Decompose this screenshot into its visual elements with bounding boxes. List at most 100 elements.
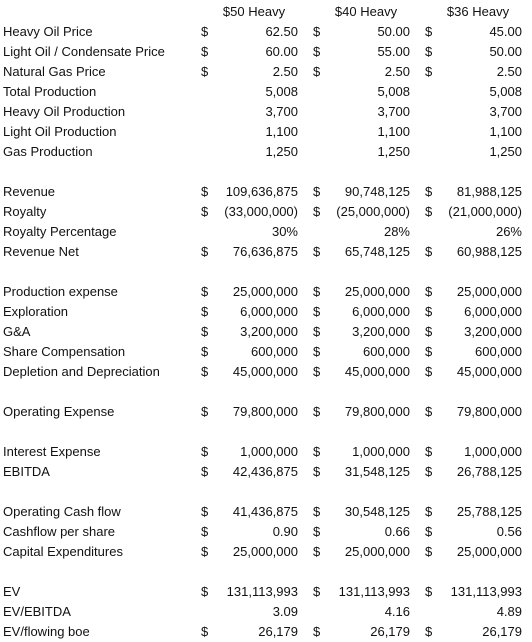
row-label[interactable]: Gas Production [3,144,93,159]
cell-value[interactable]: 90,748,125 [344,184,410,199]
row-label[interactable]: Share Compensation [3,344,126,359]
cell-value[interactable]: 6,000,000 [464,304,522,319]
cell-value[interactable]: 1,000,000 [464,444,522,459]
cell-value[interactable]: 2.50 [496,64,522,79]
cell-value[interactable]: 3,200,000 [464,324,522,339]
cell-value[interactable]: (33,000,000) [224,204,298,219]
cell-value[interactable]: 30,548,125 [344,504,410,519]
row-label[interactable]: Exploration [3,304,69,319]
row-label[interactable]: Production expense [3,284,118,299]
row-label[interactable]: Total Production [3,84,97,99]
cell-value[interactable]: 25,000,000 [456,284,522,299]
cell-value[interactable]: 0.90 [272,524,298,539]
cell-value[interactable]: 26% [495,224,522,239]
row-label[interactable]: Light Oil / Condensate Price [3,44,165,59]
cell-value[interactable]: 45,000,000 [344,364,410,379]
row-label[interactable]: Operating Cash flow [3,504,121,519]
cell-value[interactable]: 1,100 [489,124,522,139]
row-label[interactable]: EV/flowing boe [3,624,90,639]
row-label[interactable]: Revenue Net [3,244,79,259]
row-label[interactable]: Capital Expenditures [3,544,123,559]
row-label[interactable]: EV [3,584,21,599]
cell-value[interactable]: 26,179 [258,624,298,639]
cell-value[interactable]: 600,000 [363,344,410,359]
cell-value[interactable]: 25,000,000 [232,544,298,559]
cell-value[interactable]: 4.89 [496,604,522,619]
cell-value[interactable]: 30% [271,224,298,239]
cell-value[interactable]: 25,000,000 [456,544,522,559]
cell-value[interactable]: 1,250 [489,144,522,159]
cell-value[interactable]: 600,000 [251,344,298,359]
cell-value[interactable]: 25,000,000 [344,284,410,299]
cell-value[interactable]: 5,008 [377,84,410,99]
column-header-50-heavy[interactable]: $50 Heavy [222,4,286,19]
cell-value[interactable]: 45,000,000 [232,364,298,379]
row-label[interactable]: Royalty Percentage [3,224,117,239]
cell-value[interactable]: 3,700 [265,104,298,119]
row-label[interactable]: Depletion and Depreciation [3,364,160,379]
cell-value[interactable]: 60.00 [265,44,298,59]
row-label[interactable]: EV/EBITDA [3,604,71,619]
cell-value[interactable]: 41,436,875 [232,504,298,519]
cell-value[interactable]: 28% [383,224,410,239]
cell-value[interactable]: 3,700 [377,104,410,119]
row-label[interactable]: Heavy Oil Production [3,104,126,119]
row-label[interactable]: Revenue [3,184,56,199]
cell-value[interactable]: 76,636,875 [232,244,298,259]
cell-value[interactable]: 1,100 [265,124,298,139]
cell-value[interactable]: 131,113,993 [450,584,522,599]
cell-value[interactable]: 131,113,993 [338,584,410,599]
cell-value[interactable]: 600,000 [475,344,522,359]
cell-value[interactable]: 79,800,000 [232,404,298,419]
cell-value[interactable]: 42,436,875 [232,464,298,479]
cell-value[interactable]: 55.00 [377,44,410,59]
cell-value[interactable]: 79,800,000 [456,404,522,419]
cell-value[interactable]: 5,008 [489,84,522,99]
cell-value[interactable]: 79,800,000 [344,404,410,419]
cell-value[interactable]: 131,113,993 [226,584,298,599]
cell-value[interactable]: 3,200,000 [352,324,410,339]
cell-value[interactable]: 3,200,000 [240,324,298,339]
cell-value[interactable]: 25,788,125 [456,504,522,519]
cell-value[interactable]: 3.09 [272,604,298,619]
cell-value[interactable]: 0.66 [384,524,410,539]
cell-value[interactable]: 26,788,125 [456,464,522,479]
cell-value[interactable]: 6,000,000 [240,304,298,319]
column-header-36-heavy[interactable]: $36 Heavy [446,4,510,19]
row-label[interactable]: Heavy Oil Price [3,24,93,39]
cell-value[interactable]: 1,000,000 [352,444,410,459]
cell-value[interactable]: 5,008 [265,84,298,99]
row-label[interactable]: G&A [3,324,31,339]
row-label[interactable]: Operating Expense [3,404,115,419]
cell-value[interactable]: 62.50 [265,24,298,39]
cell-value[interactable]: 25,000,000 [232,284,298,299]
cell-value[interactable]: 6,000,000 [352,304,410,319]
row-label[interactable]: Natural Gas Price [3,64,106,79]
cell-value[interactable]: 45.00 [489,24,522,39]
cell-value[interactable]: 4.16 [384,604,410,619]
cell-value[interactable]: 2.50 [272,64,298,79]
row-label[interactable]: Interest Expense [3,444,101,459]
cell-value[interactable]: 26,179 [370,624,410,639]
cell-value[interactable]: 0.56 [496,524,522,539]
cell-value[interactable]: 1,100 [377,124,410,139]
row-label[interactable]: Light Oil Production [3,124,117,139]
row-label[interactable]: EBITDA [3,464,50,479]
cell-value[interactable]: 50.00 [489,44,522,59]
cell-value[interactable]: (25,000,000) [336,204,410,219]
cell-value[interactable]: 81,988,125 [456,184,522,199]
cell-value[interactable]: 65,748,125 [344,244,410,259]
cell-value[interactable]: 25,000,000 [344,544,410,559]
cell-value[interactable]: 26,179 [482,624,522,639]
cell-value[interactable]: 31,548,125 [344,464,410,479]
cell-value[interactable]: (21,000,000) [448,204,522,219]
cell-value[interactable]: 60,988,125 [456,244,522,259]
cell-value[interactable]: 1,000,000 [240,444,298,459]
cell-value[interactable]: 45,000,000 [456,364,522,379]
cell-value[interactable]: 1,250 [265,144,298,159]
cell-value[interactable]: 1,250 [377,144,410,159]
row-label[interactable]: Cashflow per share [3,524,115,539]
cell-value[interactable]: 2.50 [384,64,410,79]
cell-value[interactable]: 109,636,875 [225,184,298,199]
cell-value[interactable]: 50.00 [377,24,410,39]
